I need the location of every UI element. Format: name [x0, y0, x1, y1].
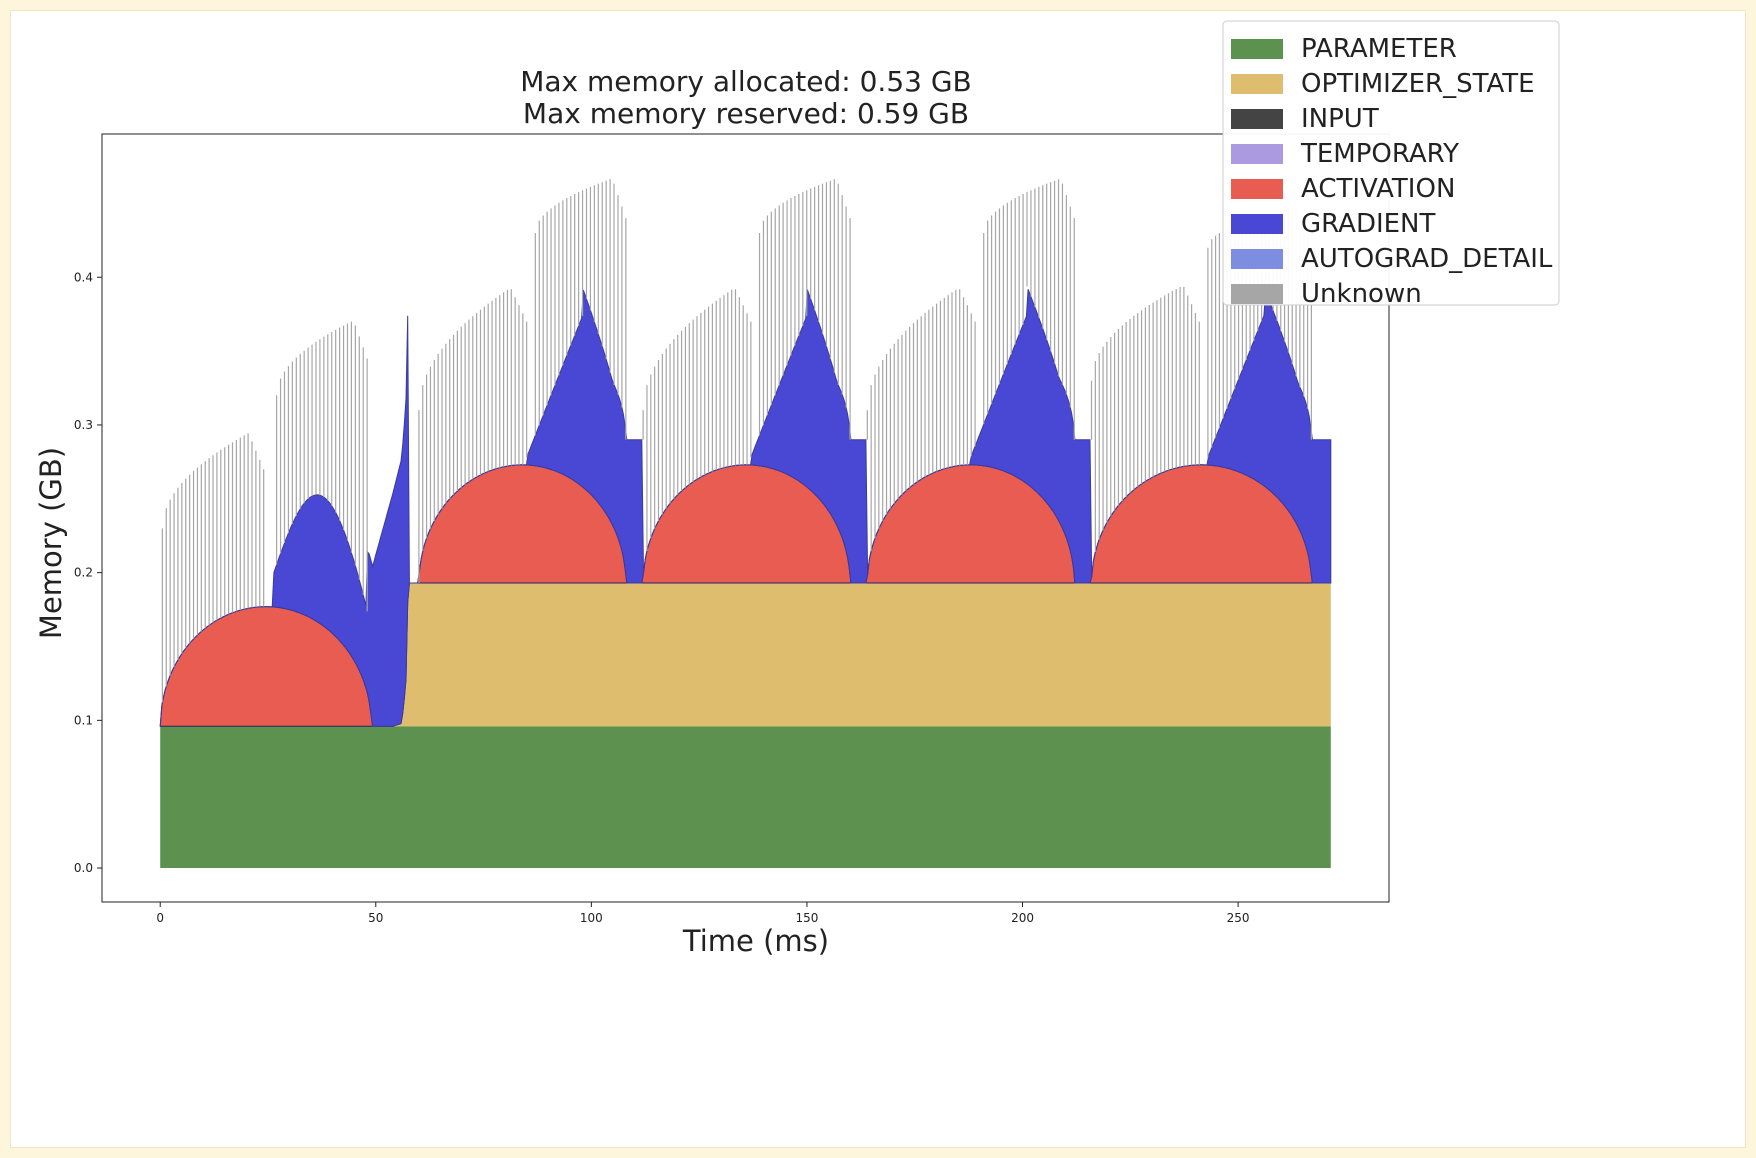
x-tick-label: 0 — [156, 911, 164, 925]
y-axis: 0.0 0.1 0.2 0.3 0.4 — [74, 270, 102, 875]
plot-area — [159, 179, 1332, 869]
parameter-area — [160, 726, 1331, 869]
x-tick-label: 50 — [368, 911, 383, 925]
legend-swatch — [1231, 249, 1283, 269]
memory-timeline-chart: Max memory allocated: 0.53 GB Max memory… — [34, 20, 1560, 958]
x-tick-label: 150 — [795, 911, 818, 925]
title-line-2: Max memory reserved: 0.59 GB — [523, 97, 969, 130]
y-tick-label: 0.1 — [74, 713, 93, 727]
legend-swatch — [1231, 109, 1283, 129]
title-line-1: Max memory allocated: 0.53 GB — [520, 65, 972, 98]
legend-swatch — [1231, 214, 1283, 234]
x-axis-label: Time (ms) — [682, 924, 829, 958]
y-tick-label: 0.3 — [74, 418, 93, 432]
legend-entry-label: TEMPORARY — [1300, 139, 1459, 169]
x-tick-label: 250 — [1227, 911, 1250, 925]
gradient-area — [159, 289, 1332, 727]
y-tick-label: 0.4 — [74, 270, 93, 284]
y-tick-label: 0.2 — [74, 566, 93, 580]
legend-swatch — [1231, 74, 1283, 94]
x-tick-label: 100 — [580, 911, 603, 925]
legend-entry-label: INPUT — [1301, 104, 1379, 134]
legend-entry-label: ACTIVATION — [1301, 174, 1455, 204]
legend: PARAMETER OPTIMIZER_STATE INPUT TEMPORARY AC… — [1222, 20, 1560, 309]
legend-swatch — [1231, 144, 1283, 164]
legend-entry-label: Unknown — [1301, 279, 1422, 309]
legend-swatch — [1231, 284, 1283, 304]
x-axis: 0 50 100 150 200 250 — [156, 902, 1250, 925]
chart-title: Max memory allocated: 0.53 GB Max memory… — [520, 65, 972, 130]
legend-entry-label: PARAMETER — [1301, 34, 1457, 64]
legend-swatch — [1231, 39, 1283, 59]
legend-entry-label: GRADIENT — [1301, 209, 1436, 239]
y-tick-label: 0.0 — [74, 861, 93, 875]
legend-swatch — [1231, 179, 1283, 199]
optimizer-state-area — [160, 583, 1331, 727]
axes-frame — [101, 133, 1390, 903]
legend-box — [1222, 20, 1560, 306]
legend-entry-label: OPTIMIZER_STATE — [1301, 69, 1535, 99]
x-tick-label: 200 — [1011, 911, 1034, 925]
legend-entry-label: AUTOGRAD_DETAIL — [1301, 244, 1553, 274]
figure-frame: Max memory allocated: 0.53 GB Max memory… — [10, 10, 1746, 1148]
y-axis-label: Memory (GB) — [34, 447, 68, 639]
